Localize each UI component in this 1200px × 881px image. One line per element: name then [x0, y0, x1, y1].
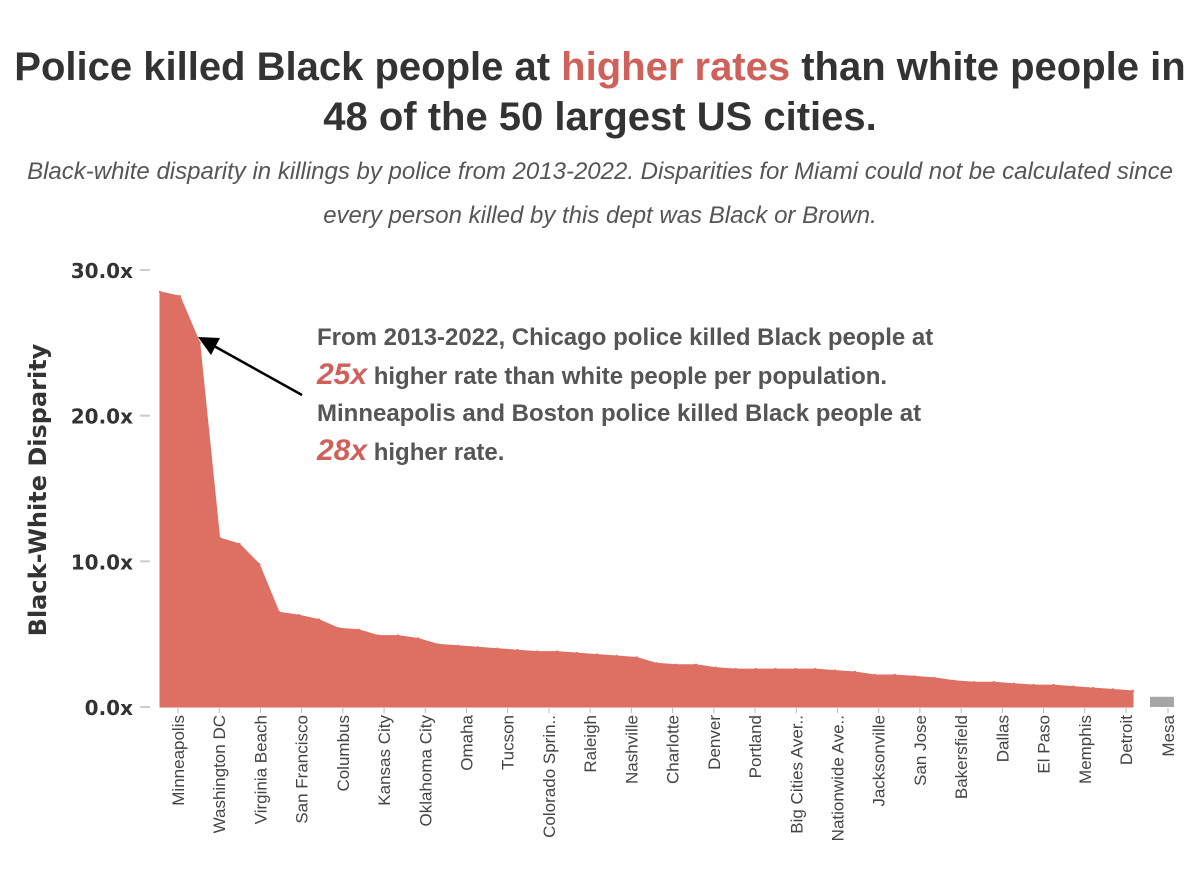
chart-annotation: From 2013-2022, Chicago police killed Bl…	[317, 324, 934, 467]
x-tick-label: Denver	[705, 715, 724, 770]
x-tick-label: Washington DC	[210, 715, 229, 833]
data-point	[635, 656, 638, 659]
data-point	[297, 614, 301, 617]
data-point	[555, 650, 559, 653]
data-point	[476, 646, 479, 649]
x-tick-label: Bakersfield	[952, 715, 971, 799]
data-point	[893, 673, 896, 677]
data-point	[972, 681, 976, 684]
data-point	[913, 675, 916, 678]
data-point	[694, 663, 698, 666]
x-tick-label: San Francisco	[293, 715, 312, 824]
data-point	[218, 536, 221, 540]
data-point	[794, 667, 797, 671]
data-point	[1131, 689, 1135, 693]
x-tick-label: Nashville	[622, 715, 641, 784]
data-point	[615, 654, 618, 658]
y-tick-label: 20.0x	[71, 405, 133, 429]
data-point	[833, 669, 837, 672]
x-tick-label: Nationwide Ave..	[828, 715, 847, 841]
data-point	[873, 673, 877, 677]
data-point	[734, 667, 738, 671]
data-point	[754, 667, 757, 671]
data-point	[496, 647, 499, 650]
x-tick-label: Portland	[746, 715, 765, 778]
chart-subtitle: Black-white disparity in killings by pol…	[27, 158, 1173, 229]
x-tick-label: Memphis	[1076, 715, 1095, 784]
x-tick-label: Minneapolis	[169, 715, 188, 806]
x-tick-label: Dallas	[993, 715, 1012, 762]
y-tick-label: 30.0x	[71, 259, 133, 283]
x-tick-label: Kansas City	[375, 715, 394, 806]
data-point	[814, 667, 817, 671]
data-point	[377, 634, 380, 637]
x-tick-label: Raleigh	[581, 715, 600, 773]
x-tick-label: Detroit	[1117, 715, 1136, 765]
x-tick-label: Tucson	[499, 715, 518, 770]
x-tick-label: Virginia Beach	[251, 715, 270, 824]
x-tick-label: San Jose	[911, 715, 930, 786]
data-point	[953, 679, 956, 682]
data-point	[933, 676, 936, 680]
x-tick-label: Big Cities Aver..	[787, 715, 806, 834]
y-tick-label: 10.0x	[71, 550, 133, 574]
data-point	[595, 653, 599, 656]
data-point	[456, 644, 460, 647]
data-point	[317, 618, 321, 621]
data-point	[655, 662, 658, 665]
x-tick-label: Omaha	[458, 714, 477, 770]
title-highlight: higher rates	[561, 45, 791, 89]
data-point	[853, 670, 857, 674]
data-point	[1052, 683, 1055, 687]
data-point	[536, 650, 539, 653]
x-tick-label: El Paso	[1035, 715, 1054, 774]
data-point	[416, 637, 420, 640]
x-tick-label: Columbus	[334, 715, 353, 792]
x-tick-label: Colorado Sprin..	[540, 715, 559, 838]
data-point	[1072, 685, 1075, 688]
x-tick-label: Jacksonville	[870, 715, 889, 807]
data-point	[575, 651, 579, 655]
data-point	[516, 649, 519, 652]
data-point	[675, 663, 678, 666]
x-tick-label: Oklahoma City	[416, 715, 435, 827]
data-point	[337, 627, 340, 630]
annotation-highlight-25x: 25x	[317, 358, 368, 391]
data-point	[1092, 686, 1095, 690]
data-point	[1032, 683, 1035, 687]
mesa-bar	[1150, 696, 1174, 707]
data-point	[357, 628, 360, 631]
data-point	[158, 290, 162, 294]
annotation-arrow-line	[213, 344, 303, 397]
annotation-arrowhead	[198, 337, 220, 355]
data-point	[258, 563, 261, 566]
data-point	[714, 666, 718, 669]
data-point	[198, 341, 201, 344]
x-tick-label: Charlotte	[664, 715, 683, 784]
x-tick-label: Mesa	[1159, 714, 1178, 756]
annotation-highlight-28x: 28x	[317, 434, 368, 467]
data-point	[277, 611, 281, 614]
data-point	[436, 643, 440, 646]
chart-title: Police killed Black people at higher rat…	[14, 45, 1186, 139]
data-point	[397, 634, 400, 637]
y-tick-label: 0.0x	[85, 696, 133, 720]
data-point	[178, 295, 182, 298]
data-point	[238, 542, 241, 546]
data-point	[1111, 688, 1115, 691]
data-point	[1012, 682, 1016, 685]
data-point	[992, 681, 996, 684]
data-point	[774, 667, 777, 671]
